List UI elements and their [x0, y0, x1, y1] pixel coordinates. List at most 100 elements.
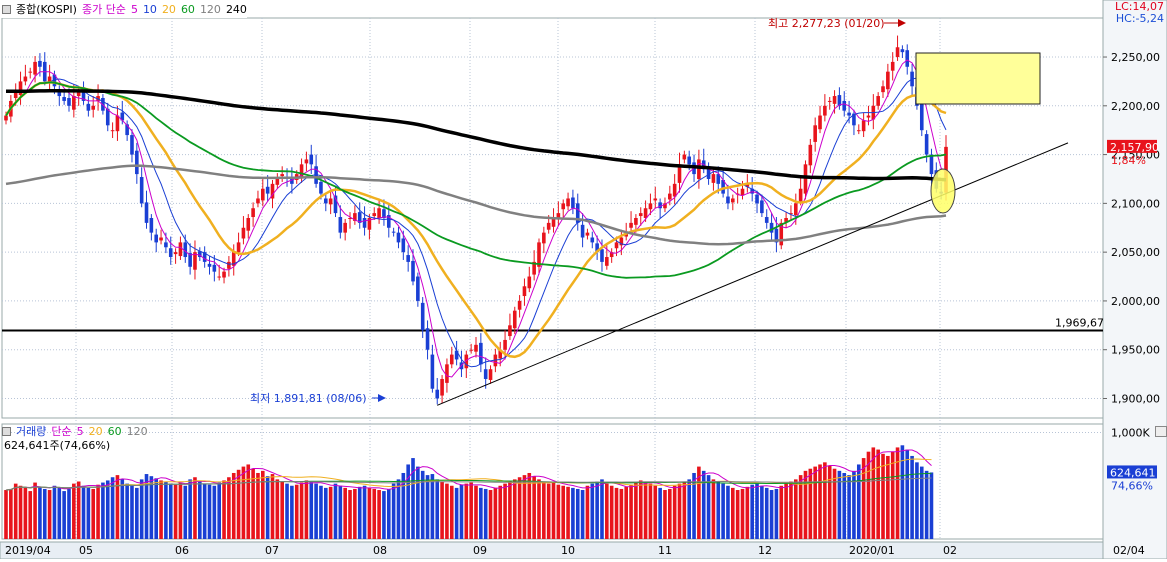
candle-body	[338, 217, 343, 233]
candle-body	[120, 112, 125, 121]
candle-body	[881, 86, 885, 93]
price-badge-text: 2,157,90	[1110, 141, 1159, 154]
candle-body	[532, 261, 536, 275]
volume-bar	[561, 485, 566, 539]
panel-expand-button[interactable]	[1155, 426, 1167, 437]
volume-bar	[396, 479, 401, 539]
candle-body	[52, 74, 57, 87]
volume-bar	[4, 490, 8, 539]
candle-body	[837, 95, 842, 106]
volume-bar	[697, 466, 701, 539]
candle-body	[372, 213, 377, 217]
candle-body	[188, 253, 192, 267]
candle-body	[251, 208, 255, 218]
candle-body	[222, 271, 226, 278]
candle-body	[178, 242, 183, 257]
candle-body	[517, 300, 522, 310]
volume-bar	[498, 485, 503, 539]
candle-body	[353, 213, 357, 221]
candle-body	[706, 166, 711, 179]
candle-body	[367, 218, 372, 230]
trend-line	[437, 142, 1069, 406]
candle-body	[677, 164, 682, 183]
candle-body	[764, 217, 769, 223]
volume-bar	[416, 466, 420, 539]
x-tick-label: 08	[373, 544, 387, 557]
candle-body	[270, 183, 275, 199]
candle-body	[154, 234, 159, 243]
candle-body	[47, 76, 52, 84]
volume-bar	[585, 485, 590, 539]
ma-5-line	[5, 59, 947, 378]
candle-body	[333, 195, 338, 214]
volume-bar	[677, 483, 682, 539]
volume-bar	[532, 476, 536, 539]
volume-bar	[474, 485, 478, 539]
volume-bar	[479, 487, 483, 539]
volume-bar	[256, 472, 260, 539]
candle-body	[619, 237, 624, 246]
volume-bar	[285, 483, 289, 539]
candle-body	[357, 212, 362, 223]
candle-body	[23, 76, 28, 82]
x-tick-label: 09	[473, 544, 487, 557]
volume-bar	[115, 475, 120, 539]
candle-body	[658, 202, 662, 209]
index-name: 종합(KOSPI)	[16, 3, 77, 16]
volume-bar	[391, 483, 396, 539]
candle-body	[81, 87, 86, 101]
volume-bar	[740, 488, 745, 539]
candle-body	[328, 198, 333, 205]
highlight-box	[915, 52, 1041, 105]
volume-bar	[910, 455, 914, 539]
ma-type: 종가 단순	[81, 3, 126, 16]
vol-ma-5-line	[5, 449, 932, 491]
candle-body	[905, 50, 910, 67]
volume-bar	[168, 483, 173, 539]
volume-bar	[711, 479, 716, 539]
y-tick-label: 2,200,00	[1111, 100, 1160, 113]
candle-body	[168, 248, 173, 258]
candle-body	[4, 115, 8, 121]
volume-toggle-icon[interactable]	[2, 426, 11, 436]
candle-body	[832, 96, 837, 104]
y-tick-label: 1,900,00	[1111, 392, 1160, 405]
candle-body	[793, 203, 798, 216]
volume-bar	[924, 470, 929, 539]
candle-body	[687, 156, 691, 165]
legend-toggle-icon[interactable]	[2, 4, 11, 14]
volume-bar	[566, 486, 570, 539]
candle-body	[38, 60, 42, 67]
volume-bar	[600, 479, 604, 539]
volume-tick-label: 1,000K	[1111, 427, 1150, 440]
candle-body	[503, 339, 507, 350]
candle-body	[135, 150, 139, 175]
volume-bar	[449, 485, 454, 539]
y-tick-label: 2,050,00	[1111, 246, 1160, 259]
volume-bar	[290, 485, 294, 539]
volume-bar	[580, 490, 585, 539]
volume-bar	[144, 474, 149, 539]
volume-bar	[605, 483, 609, 539]
candle-body	[784, 218, 788, 222]
volume-bar	[852, 470, 856, 539]
candle-body	[420, 302, 425, 331]
volume-bar	[265, 476, 270, 539]
candle-body	[919, 102, 924, 131]
candle-body	[827, 100, 832, 102]
volume-bar	[246, 464, 251, 539]
volume-bar	[726, 485, 730, 539]
candle-body	[173, 252, 178, 255]
volume-bar	[362, 485, 367, 539]
volume-bar	[701, 470, 706, 539]
candle-body	[769, 222, 774, 233]
candle-body	[551, 218, 556, 227]
volume-bar	[23, 487, 28, 539]
volume-badge-text: 624,641	[1110, 466, 1156, 479]
volume-bar	[125, 483, 129, 539]
candle-body	[813, 125, 817, 142]
volume-bar	[343, 487, 347, 539]
volume-bar	[38, 486, 42, 539]
candle-body	[556, 213, 561, 218]
x-tick-label: 02	[943, 544, 957, 557]
